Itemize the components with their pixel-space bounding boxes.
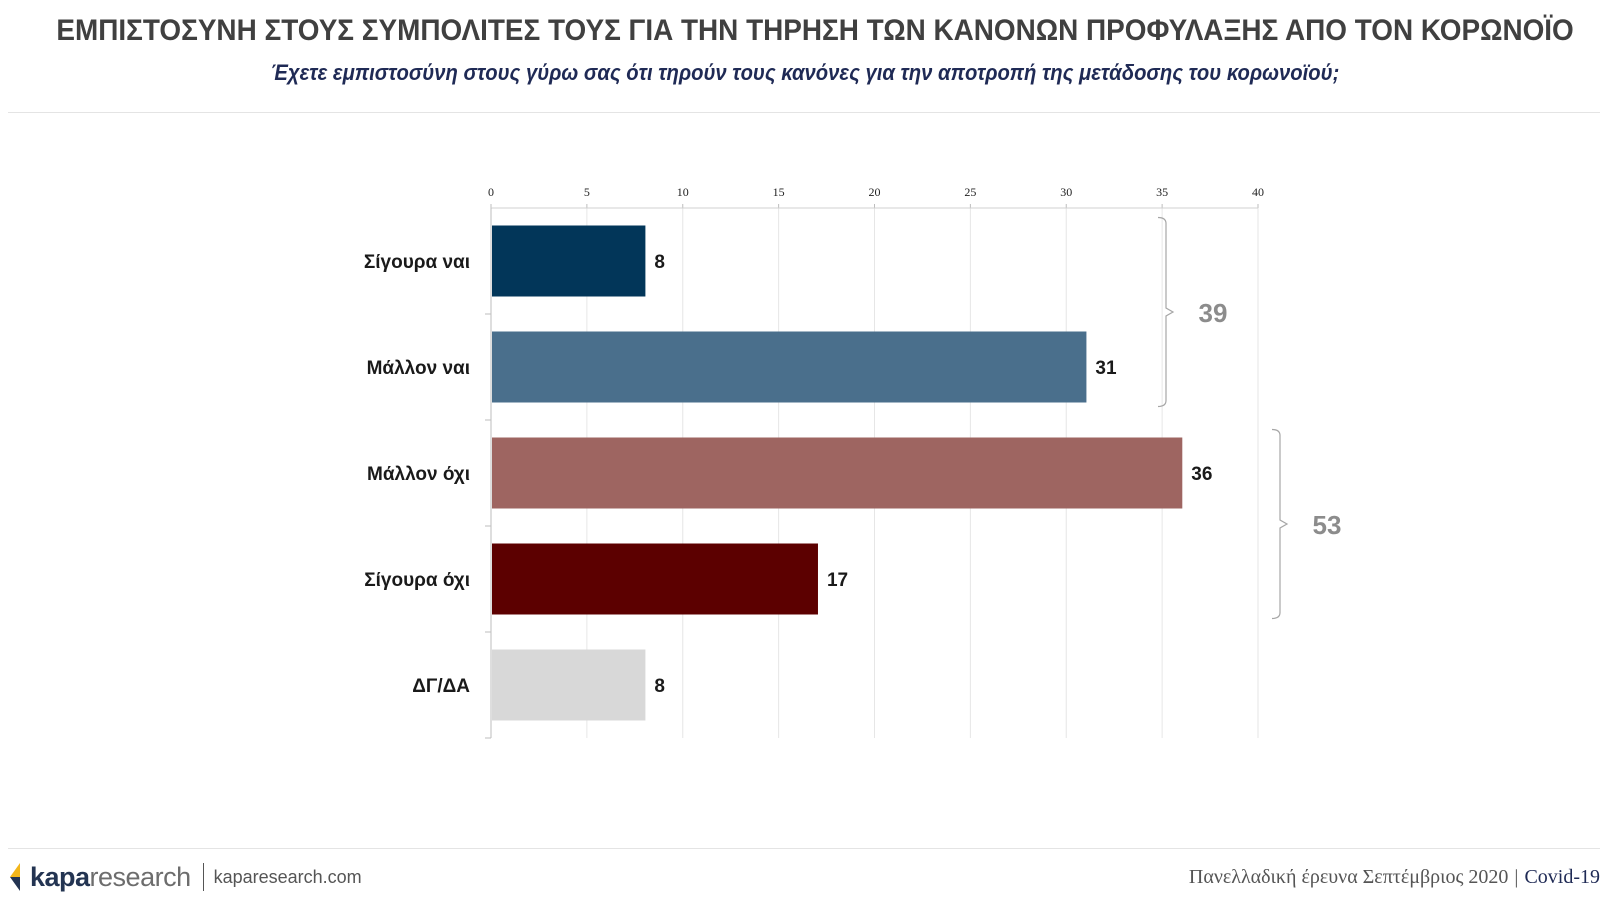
bar	[492, 543, 818, 615]
category-label: Μάλλον ναι	[367, 358, 470, 379]
group-total-label: 39	[1199, 298, 1228, 328]
header-divider	[8, 112, 1600, 113]
bar	[492, 649, 646, 721]
x-tick-label: 5	[584, 185, 590, 199]
x-tick-label: 0	[488, 185, 494, 199]
footer-survey-info: Πανελλαδική έρευνα Σεπτέμβριος 2020 | Covi…	[1189, 866, 1600, 889]
data-label: 31	[1095, 358, 1117, 379]
group-bracket	[1271, 428, 1289, 620]
category-label: Μάλλον όχι	[367, 464, 470, 485]
bar	[492, 331, 1087, 403]
x-tick-label: 25	[964, 185, 976, 199]
x-tick-label: 20	[869, 185, 881, 199]
brand-wordmark: kaparesearch	[30, 861, 191, 892]
group-total-label: 53	[1313, 510, 1342, 540]
labels: 0 5 10 15 20 25 30 35 40 Σίγουρα ναι 8 Μάλλον ναι 31…	[364, 185, 1342, 697]
data-label: 8	[654, 676, 665, 697]
x-tick-label: 30	[1060, 185, 1072, 199]
x-tick-label: 35	[1156, 185, 1168, 199]
page-title: ΕΜΠΙΣΤΟΣΥΝΗ ΣΤΟΥΣ ΣΥΜΠΟΛΙΤΕΣ ΤΟΥΣ ΓΙΑ ΤΗ…	[56, 14, 1574, 47]
bar	[492, 437, 1183, 509]
group-bracket	[1157, 216, 1175, 408]
covid-tag: Covid-19	[1524, 866, 1600, 888]
footer-divider	[8, 848, 1600, 849]
x-tick-label: 40	[1252, 185, 1264, 199]
x-tick-label: 10	[677, 185, 689, 199]
footer-separator	[202, 863, 204, 891]
x-tick-label: 15	[773, 185, 785, 199]
website-link[interactable]: kaparesearch.com	[213, 866, 362, 887]
footer-pipe: |	[1514, 866, 1519, 888]
data-label: 36	[1191, 464, 1212, 485]
data-label: 17	[827, 570, 848, 591]
kapa-logo-icon	[10, 863, 20, 891]
footer-brand: kaparesearch kaparesearch.com	[10, 862, 362, 892]
category-label: ΔΓ/ΔΑ	[412, 676, 470, 697]
data-label: 8	[654, 252, 665, 273]
category-label: Σίγουρα ναι	[364, 252, 470, 273]
survey-label: Πανελλαδική έρευνα Σεπτέμβριος 2020	[1188, 866, 1509, 888]
category-label: Σίγουρα όχι	[364, 570, 470, 591]
survey-question: Έχετε εμπιστοσύνη στους γύρω σας ότι τηρ…	[270, 60, 1340, 85]
bar	[492, 225, 646, 297]
bars	[492, 216, 1289, 721]
